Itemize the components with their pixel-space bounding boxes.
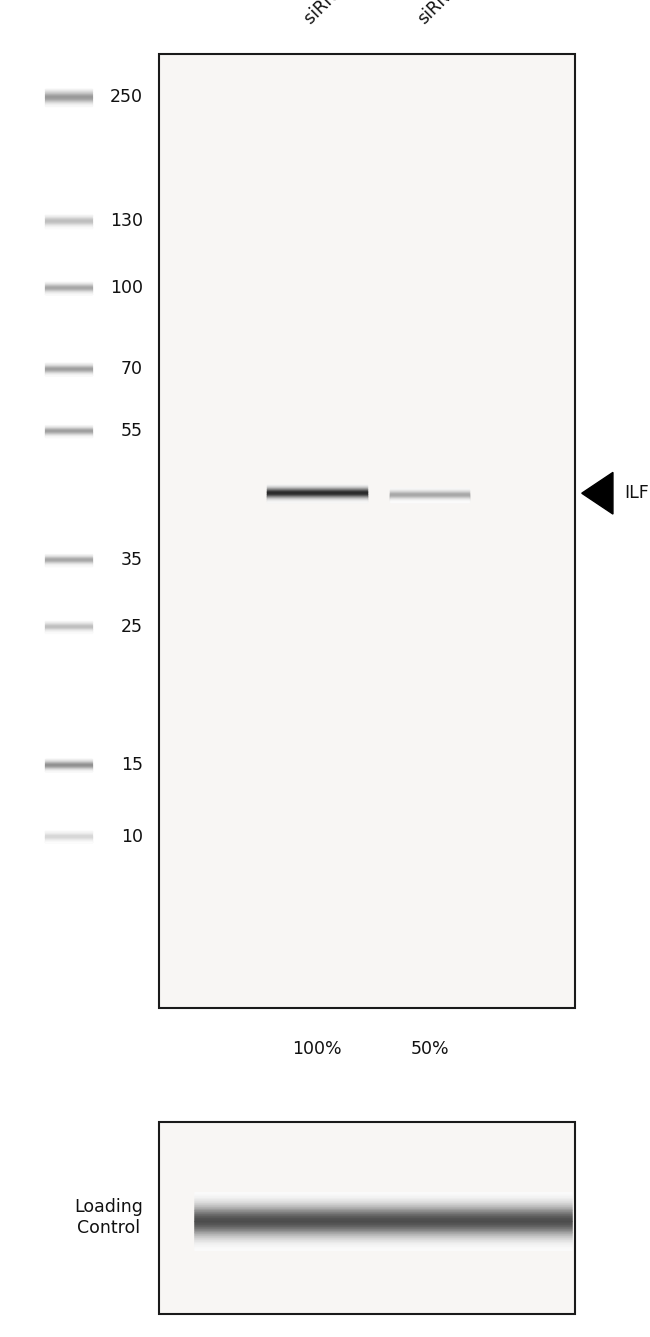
Polygon shape <box>582 472 613 515</box>
Text: 15: 15 <box>121 757 143 774</box>
FancyBboxPatch shape <box>159 55 575 1008</box>
Text: 50%: 50% <box>410 1040 449 1058</box>
Text: 10: 10 <box>121 828 143 846</box>
Text: siRNA#1: siRNA#1 <box>413 0 480 28</box>
FancyBboxPatch shape <box>159 1122 575 1313</box>
Text: 250: 250 <box>110 88 143 106</box>
Text: 35: 35 <box>121 551 143 570</box>
Text: 100%: 100% <box>292 1040 342 1058</box>
Text: 25: 25 <box>121 618 143 636</box>
Text: Loading
Control: Loading Control <box>74 1198 143 1237</box>
Text: 55: 55 <box>121 422 143 440</box>
Text: 100: 100 <box>110 279 143 297</box>
Text: siRNA ctrl: siRNA ctrl <box>302 0 374 28</box>
Text: ILF2: ILF2 <box>625 484 650 503</box>
Text: 130: 130 <box>110 213 143 230</box>
Text: 70: 70 <box>121 360 143 378</box>
